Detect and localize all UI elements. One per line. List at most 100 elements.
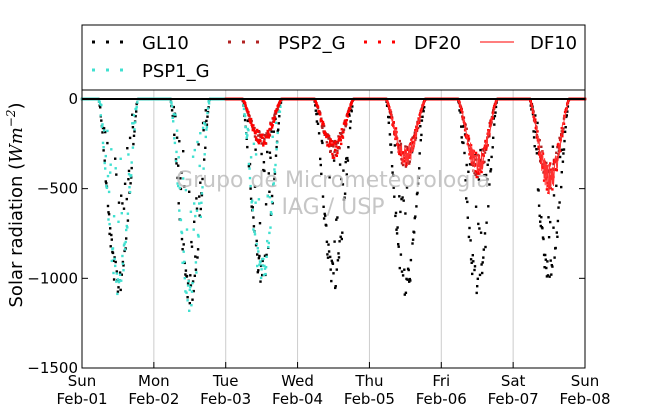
data-point bbox=[327, 243, 330, 246]
data-point bbox=[538, 214, 541, 217]
data-point bbox=[488, 122, 492, 125]
data-point bbox=[271, 135, 274, 138]
data-point bbox=[552, 226, 555, 229]
data-point bbox=[471, 272, 474, 276]
data-point bbox=[104, 154, 107, 158]
data-point bbox=[128, 136, 132, 140]
data-point bbox=[321, 126, 324, 129]
data-point bbox=[487, 159, 490, 162]
data-point bbox=[421, 115, 424, 118]
data-point bbox=[315, 120, 319, 123]
data-point bbox=[540, 216, 543, 219]
data-point bbox=[537, 145, 540, 148]
data-point bbox=[278, 101, 282, 104]
data-point bbox=[191, 281, 194, 285]
data-point bbox=[182, 150, 185, 153]
data-point bbox=[192, 228, 195, 231]
data-point bbox=[133, 121, 137, 124]
data-point bbox=[204, 123, 207, 126]
data-point bbox=[329, 138, 332, 141]
data-point bbox=[492, 106, 495, 110]
y-axis-label-main: Solar radiation ( bbox=[6, 163, 27, 308]
data-point bbox=[201, 186, 204, 189]
data-point bbox=[538, 139, 541, 142]
data-point bbox=[184, 290, 187, 293]
x-tick-label-weekday: Wed bbox=[281, 372, 314, 390]
data-point bbox=[393, 144, 397, 147]
data-point bbox=[252, 127, 256, 131]
data-point bbox=[270, 212, 273, 216]
data-point bbox=[350, 110, 353, 113]
data-point bbox=[132, 114, 136, 117]
data-point bbox=[399, 144, 402, 147]
data-point bbox=[314, 109, 317, 112]
data-point bbox=[246, 108, 249, 111]
data-point bbox=[388, 133, 392, 136]
data-point bbox=[99, 106, 102, 109]
data-point bbox=[172, 113, 175, 116]
x-axis: SunFeb-01MonFeb-02TueFeb-03WedFeb-04ThuF… bbox=[56, 362, 611, 408]
data-point bbox=[325, 134, 329, 138]
legend-marker bbox=[378, 40, 381, 44]
data-point bbox=[342, 128, 346, 131]
data-point bbox=[330, 259, 333, 262]
data-point bbox=[192, 289, 195, 293]
legend-entry-psp1_g: PSP1_G bbox=[92, 61, 210, 82]
data-point bbox=[343, 196, 346, 199]
data-point bbox=[128, 190, 132, 194]
data-point bbox=[266, 239, 269, 243]
data-point bbox=[556, 145, 559, 149]
data-point bbox=[204, 146, 207, 149]
data-point bbox=[124, 240, 127, 244]
legend-marker bbox=[392, 40, 395, 44]
data-point bbox=[558, 136, 561, 140]
data-point bbox=[539, 220, 542, 223]
data-point bbox=[405, 145, 409, 149]
data-point bbox=[561, 130, 565, 133]
data-point bbox=[321, 141, 324, 145]
data-point bbox=[182, 243, 185, 246]
data-point bbox=[387, 121, 390, 124]
data-point bbox=[170, 109, 174, 112]
data-point bbox=[242, 104, 245, 107]
data-point bbox=[464, 179, 467, 182]
data-point bbox=[555, 184, 558, 187]
data-point bbox=[407, 268, 410, 272]
data-point bbox=[480, 263, 483, 266]
data-point bbox=[274, 111, 278, 114]
y-tick-label: −1000 bbox=[27, 269, 78, 287]
data-point bbox=[484, 245, 487, 249]
data-point bbox=[490, 155, 493, 159]
data-point bbox=[170, 102, 173, 105]
data-point bbox=[548, 275, 551, 278]
y-axis-label-exponent: −2 bbox=[4, 110, 18, 128]
data-point bbox=[112, 259, 115, 262]
data-point bbox=[117, 220, 120, 223]
data-point bbox=[249, 156, 253, 159]
data-point bbox=[399, 153, 403, 157]
data-point bbox=[475, 175, 478, 179]
data-point bbox=[243, 113, 246, 116]
data-point bbox=[560, 171, 563, 174]
data-point bbox=[249, 187, 252, 190]
data-point bbox=[334, 285, 337, 288]
data-point bbox=[320, 139, 324, 143]
watermark-line1: Grupo de Micrometeorologia bbox=[176, 168, 490, 193]
legend-label: PSP2_G bbox=[278, 33, 346, 54]
data-point bbox=[402, 199, 405, 202]
data-point bbox=[193, 202, 196, 205]
data-point bbox=[264, 266, 268, 269]
data-point bbox=[257, 134, 260, 137]
data-point bbox=[534, 121, 537, 124]
data-point bbox=[195, 207, 199, 210]
data-point bbox=[561, 160, 565, 163]
data-point bbox=[121, 254, 124, 258]
data-point bbox=[249, 184, 252, 188]
data-point bbox=[551, 188, 554, 191]
data-point bbox=[263, 264, 266, 268]
data-point bbox=[259, 261, 262, 264]
data-point bbox=[126, 212, 130, 215]
data-point bbox=[545, 266, 548, 270]
data-point bbox=[413, 136, 416, 139]
legend: GL10 PSP2_G DF20 DF10 PSP1_G bbox=[81, 24, 586, 91]
